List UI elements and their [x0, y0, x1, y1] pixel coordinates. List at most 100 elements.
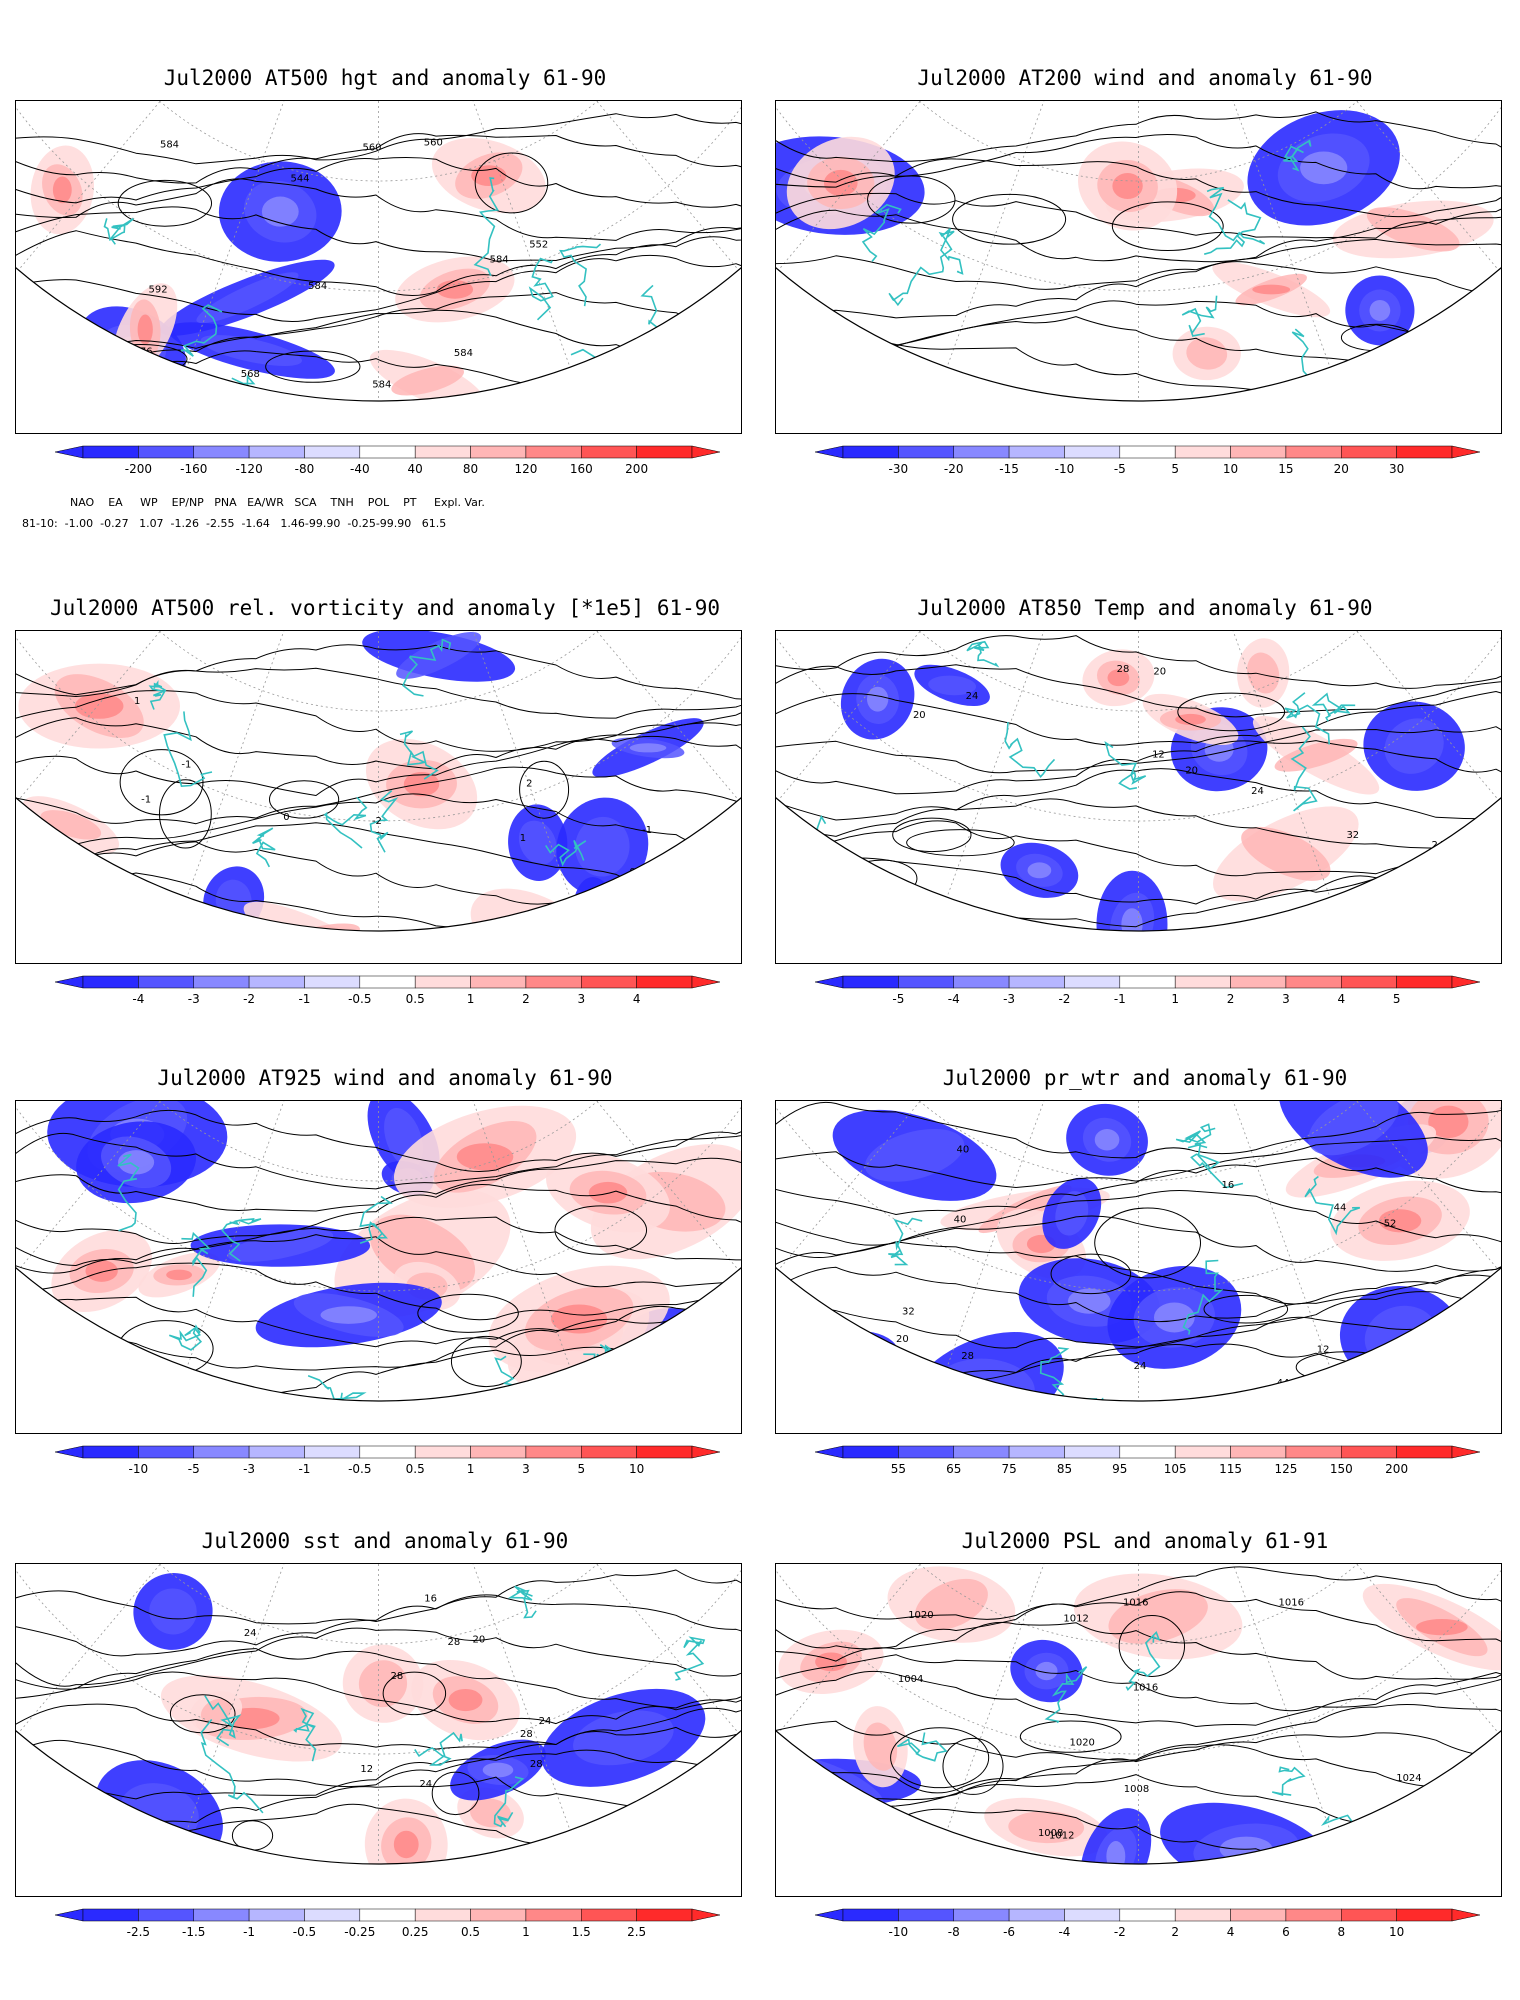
colorbar-box: [581, 1445, 637, 1459]
colorbar-end-high: [691, 1908, 721, 1922]
colorbar-svg: 55 65 75 85 95 105 115 125 150 200: [814, 1445, 1481, 1476]
anomaly-shade: [1428, 333, 1482, 396]
colorbar-tick-label: -2.5: [127, 1925, 150, 1939]
contour-loop: [942, 1737, 1004, 1795]
colorbar-box: [1341, 975, 1397, 989]
anomaly-shade: [843, 365, 927, 401]
colorbar-box: [1285, 445, 1342, 459]
contour-line: [776, 1670, 1501, 1728]
contour-label: 1: [134, 696, 140, 707]
longitude-line: [1138, 1564, 1331, 1831]
hemisphere-edge: [16, 1266, 741, 1402]
contour-loop: [1094, 1207, 1202, 1279]
anomaly-shade: [320, 1306, 377, 1324]
anomaly-shade: [644, 1330, 725, 1390]
contour-label: 584: [454, 348, 473, 359]
contour-loop: [554, 1205, 648, 1255]
colorbar-tick-label: 5: [1393, 992, 1401, 1006]
coastline: [1389, 1854, 1423, 1864]
colorbar-box: [953, 445, 1010, 459]
coastline: [414, 1731, 463, 1766]
longitude-line: [378, 1564, 741, 1585]
colorbar-box: [248, 1445, 305, 1459]
anomaly-shade: [456, 1143, 514, 1171]
contour-line: [16, 206, 741, 262]
anomaly-shade: [664, 1345, 705, 1375]
colorbar-tick-label: 1.5: [572, 1925, 591, 1939]
colorbar-tick-label: 200: [625, 462, 648, 476]
colorbar-box: [470, 1908, 527, 1922]
coastline: [1084, 1397, 1112, 1401]
colorbar-end-high: [1451, 975, 1481, 989]
contour-label: -2: [604, 903, 614, 914]
colorbar-tick-label: 80: [463, 462, 478, 476]
colorbar-end-low: [814, 975, 844, 989]
colorbar-svg: -10 -5 -3 -1 -0.5 0.5 1 3 5 10: [54, 1445, 721, 1476]
coastline: [888, 235, 953, 307]
anomaly-shade: [40, 810, 102, 840]
longitude-line: [18, 631, 379, 801]
contour-label: 52: [1384, 1219, 1397, 1230]
longitude-line: [186, 1564, 379, 1831]
colorbar-tick-label: -1: [243, 1925, 255, 1939]
colorbar-box: [248, 445, 305, 459]
longitude-line: [16, 101, 379, 122]
colorbar-box: [359, 1445, 416, 1459]
coastline: [528, 257, 554, 321]
colorbar-box: [193, 1908, 250, 1922]
colorbar-box: [470, 445, 527, 459]
colorbar-tick-label: 75: [1001, 1462, 1016, 1476]
colorbar-box: [193, 1445, 250, 1459]
coastline: [1175, 1123, 1216, 1149]
contour-label: 24: [1251, 786, 1264, 797]
anomaly-shade: [1067, 1288, 1111, 1314]
longitude-line: [18, 1101, 379, 1271]
contour-label: 16: [1221, 1180, 1234, 1191]
contour-line: [16, 766, 741, 825]
colorbar-tick-label: 0.5: [461, 1925, 480, 1939]
contour-loop: [867, 175, 956, 224]
map-content: 0-12-2-11-20-11: [16, 631, 741, 931]
colorbar-box: [304, 1445, 361, 1459]
colorbar-box: [414, 975, 471, 989]
colorbar-box: [414, 445, 471, 459]
coastline: [1284, 692, 1330, 745]
contour-loop: [382, 1671, 447, 1716]
contour-line: [16, 1289, 741, 1348]
panel-title: Jul2000 AT925 wind and anomaly 61-90: [157, 1066, 613, 1090]
contour-line: [16, 178, 741, 241]
anomaly-shade: [1107, 669, 1130, 687]
anomaly-shade: [52, 365, 70, 383]
coastline: [1004, 721, 1056, 778]
contour-loop: [431, 1771, 480, 1816]
colorbar-tick-label: -2: [1114, 1925, 1126, 1939]
panel-title: Jul2000 AT500 rel. vorticity and anomaly…: [49, 596, 721, 620]
coastline: [399, 730, 439, 780]
contour-label: 28: [530, 1759, 543, 1770]
longitude-line: [378, 101, 739, 271]
colorbar-box: [842, 975, 899, 989]
coastline: [1311, 692, 1356, 722]
anomaly-shade: [1366, 207, 1460, 252]
coastline: [200, 1719, 264, 1814]
contour-label: 28: [520, 1729, 533, 1740]
colorbar-box: [1174, 445, 1231, 459]
contour-label: 584: [372, 379, 391, 390]
colorbar-box: [581, 1908, 637, 1922]
index-header: NAO EA WP EP/NP PNA EA/WR SCA TNH POL PT…: [70, 496, 485, 509]
colorbar-box: [138, 1445, 194, 1459]
colorbar-tick-label: 3: [522, 1462, 530, 1476]
colorbar-tick-label: -6: [1003, 1925, 1015, 1939]
colorbar-tick-label: 40: [408, 462, 423, 476]
anomaly-shade: [43, 356, 78, 391]
contour-line: [776, 206, 1501, 263]
colorbar-box: [1174, 975, 1231, 989]
map-area: 0 -1 2 -2 -1 1 -2 0 -1 1: [15, 630, 742, 964]
colorbar-box: [1064, 1908, 1121, 1922]
longitude-line: [18, 101, 379, 271]
contour-label: 1020: [1069, 1737, 1094, 1748]
colorbar-box: [1285, 975, 1342, 989]
contour-label: 12: [360, 1764, 373, 1775]
